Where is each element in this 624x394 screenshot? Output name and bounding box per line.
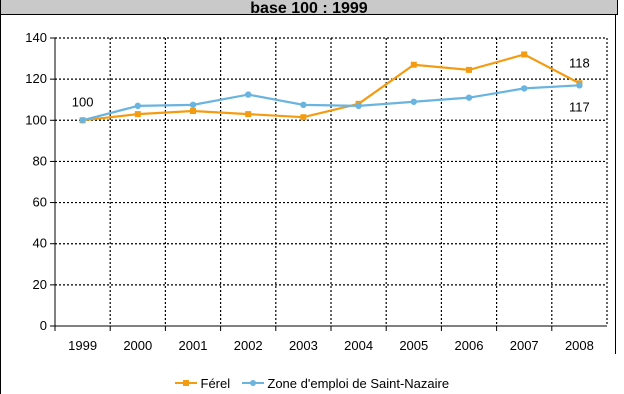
y-tick-label: 20 bbox=[33, 277, 47, 292]
data-point-zone bbox=[410, 98, 417, 105]
x-tick-label: 2002 bbox=[234, 338, 263, 353]
data-point-ferel bbox=[134, 111, 141, 118]
x-tick-label: 1999 bbox=[68, 338, 97, 353]
y-tick-label: 60 bbox=[33, 195, 47, 210]
data-point-zone bbox=[79, 117, 86, 124]
data-label: 117 bbox=[569, 99, 590, 114]
y-tick-label: 100 bbox=[25, 112, 47, 127]
y-tick-label: 120 bbox=[25, 71, 47, 86]
chart-legend: Férel Zone d'emploi de Saint-Nazaire bbox=[0, 374, 624, 392]
data-point-ferel bbox=[245, 111, 252, 118]
y-tick-label: 0 bbox=[40, 318, 47, 333]
data-point-zone bbox=[465, 94, 473, 101]
x-tick-label: 2006 bbox=[455, 338, 484, 353]
data-point-ferel bbox=[190, 108, 196, 115]
x-tick-label: 2004 bbox=[344, 338, 373, 353]
data-point-zone bbox=[355, 102, 362, 110]
x-tick-label: 2001 bbox=[179, 338, 208, 353]
y-tick-label: 80 bbox=[33, 153, 47, 168]
legend-label-zone: Zone d'emploi de Saint-Nazaire bbox=[267, 375, 450, 391]
series-line-zone bbox=[82, 84, 580, 122]
y-tick-label: 140 bbox=[25, 30, 47, 45]
chart-frame-right-border bbox=[615, 14, 616, 354]
data-point-zone bbox=[134, 102, 141, 110]
chart-title: base 100 : 1999 bbox=[250, 0, 368, 15]
legend-swatch-zone bbox=[241, 380, 264, 387]
data-point-ferel bbox=[300, 114, 307, 121]
data-point-zone bbox=[245, 91, 252, 98]
chart-title-bar: base 100 : 1999 bbox=[0, 0, 618, 15]
legend-item-zone: Zone d'emploi de Saint-Nazaire bbox=[241, 375, 450, 391]
x-tick-label: 2003 bbox=[289, 338, 318, 353]
data-point-ferel bbox=[410, 61, 417, 68]
data-point-zone bbox=[576, 82, 583, 89]
x-tick-label: 2007 bbox=[510, 338, 539, 353]
data-point-ferel bbox=[466, 66, 472, 73]
data-point-zone bbox=[521, 85, 528, 92]
series-line-ferel bbox=[82, 53, 580, 122]
data-label: 118 bbox=[569, 55, 590, 70]
legend-item-ferel: Férel bbox=[174, 375, 231, 391]
data-label: 100 bbox=[72, 94, 94, 109]
legend-label-ferel: Férel bbox=[200, 375, 231, 391]
data-point-zone bbox=[300, 101, 307, 109]
data-point-ferel bbox=[521, 51, 528, 58]
data-point-zone bbox=[189, 101, 197, 109]
x-tick-label: 2008 bbox=[565, 338, 594, 353]
legend-swatch-ferel bbox=[174, 380, 197, 387]
x-tick-label: 2005 bbox=[399, 338, 428, 353]
chart-frame bbox=[0, 14, 624, 394]
x-tick-label: 2000 bbox=[123, 338, 152, 353]
y-tick-label: 40 bbox=[33, 236, 47, 251]
